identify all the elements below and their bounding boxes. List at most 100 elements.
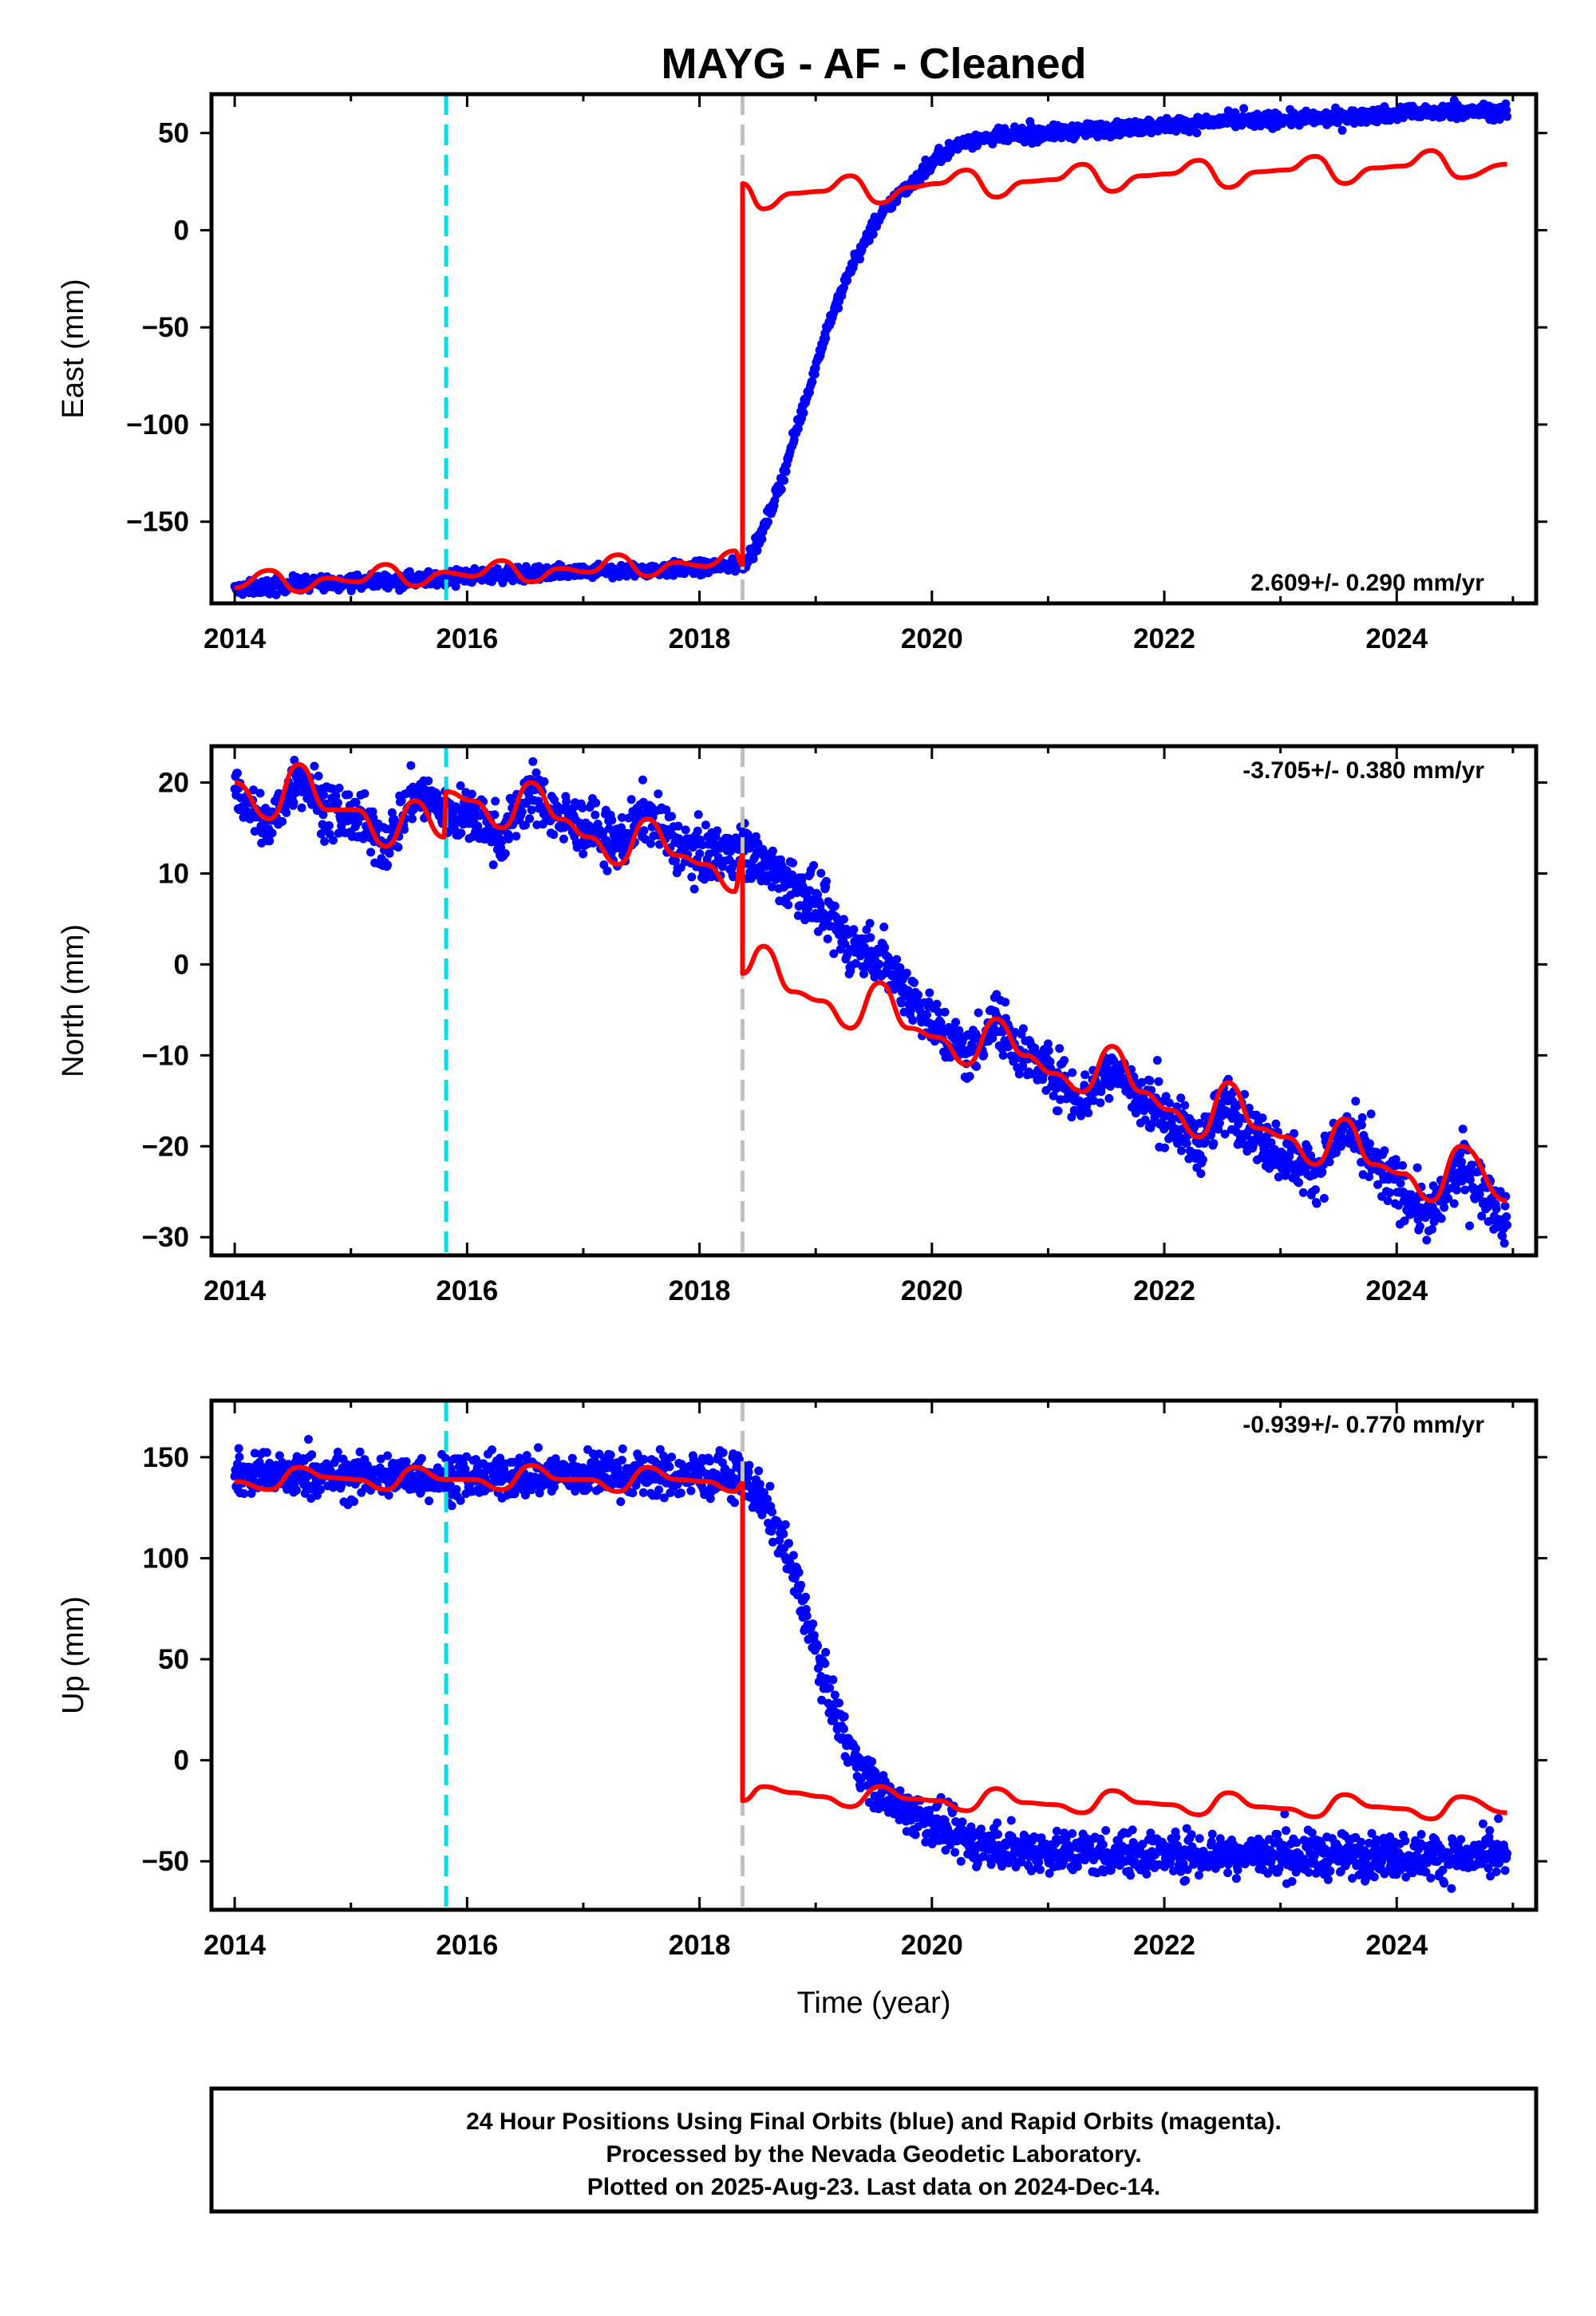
north-data-point <box>1207 1130 1215 1140</box>
north-data-point <box>1014 1069 1024 1079</box>
north-data-point <box>674 821 683 831</box>
north-data-point <box>700 875 709 884</box>
up-data-point <box>291 1485 301 1495</box>
east-y-axis-label: East (mm) <box>57 279 90 418</box>
north-data-point <box>813 890 823 899</box>
up-data-point <box>567 1453 577 1463</box>
y-tick-label: 50 <box>158 118 189 149</box>
east-data-point <box>808 377 817 386</box>
north-data-point <box>1332 1148 1341 1157</box>
north-data-point <box>967 1040 977 1049</box>
north-data-point <box>689 884 699 894</box>
north-data-point <box>1317 1168 1327 1177</box>
up-data-point <box>813 1663 823 1673</box>
north-plot-area <box>230 746 1512 1255</box>
north-data-point <box>1312 1199 1321 1208</box>
north-data-point <box>809 860 819 870</box>
y-tick-label: −50 <box>142 312 189 343</box>
north-data-point <box>1043 1039 1053 1049</box>
north-data-point <box>1106 1081 1115 1091</box>
north-data-point <box>965 1072 974 1081</box>
north-data-point <box>1303 1144 1313 1153</box>
x-tick-label: 2014 <box>203 1275 266 1306</box>
up-data-point <box>829 1715 839 1725</box>
east-data-point <box>764 517 772 527</box>
up-data-point <box>813 1642 823 1651</box>
north-data-point <box>974 1008 983 1018</box>
x-tick-label: 2016 <box>436 1275 498 1306</box>
north-data-point <box>1068 1068 1077 1077</box>
north-data-point <box>626 795 636 804</box>
north-data-point <box>800 915 810 925</box>
up-data-point <box>839 1724 848 1733</box>
north-data-point <box>1258 1113 1267 1123</box>
north-data-point <box>559 834 568 844</box>
north-data-point <box>1271 1119 1281 1128</box>
up-data-point <box>820 1659 830 1668</box>
north-data-point <box>250 827 259 836</box>
up-data-point <box>235 1452 244 1462</box>
up-data-point <box>521 1490 530 1500</box>
up-data-point <box>775 1535 784 1545</box>
up-data-point <box>613 1464 622 1473</box>
north-data-point <box>1176 1093 1186 1103</box>
north-data-point <box>1018 1024 1028 1034</box>
north-data-point <box>792 888 802 898</box>
north-data-point <box>329 836 338 845</box>
north-model-curve <box>234 761 1508 1203</box>
up-data-point <box>757 1510 767 1520</box>
east-data-point <box>1239 104 1249 113</box>
north-data-point <box>768 882 776 891</box>
up-data-point <box>452 1484 461 1494</box>
north-data-point <box>1338 1124 1348 1134</box>
north-data-point <box>788 858 797 868</box>
up-data-point <box>384 1491 393 1500</box>
north-data-point <box>1220 1129 1230 1139</box>
up-data-point <box>638 1488 648 1497</box>
north-data-point <box>849 925 859 935</box>
north-data-point <box>1502 1212 1511 1221</box>
up-data-point <box>802 1611 812 1621</box>
east-model-curve <box>234 148 1507 595</box>
north-data-point <box>1400 1216 1409 1226</box>
up-data-point <box>417 1453 426 1463</box>
up-data-point <box>821 1647 831 1657</box>
y-tick-label: 20 <box>158 768 189 799</box>
up-data-point <box>705 1494 715 1504</box>
north-data-point <box>334 784 344 792</box>
east-data-point <box>821 334 831 343</box>
x-tick-label: 2020 <box>901 623 963 654</box>
y-tick-label: 0 <box>174 215 189 246</box>
y-tick-label: −20 <box>142 1131 189 1162</box>
x-tick-label: 2018 <box>669 623 731 654</box>
up-data-point <box>927 1840 937 1848</box>
north-data-point <box>1357 1113 1367 1122</box>
up-data-point <box>718 1448 728 1457</box>
up-data-point <box>794 1567 804 1577</box>
up-data-point <box>667 1452 677 1462</box>
north-data-point <box>491 796 500 806</box>
up-data-point <box>659 1493 669 1503</box>
north-data-point <box>507 796 516 804</box>
north-data-point <box>517 807 527 816</box>
north-data-point <box>830 901 839 911</box>
north-data-point <box>798 882 808 891</box>
up-data-point <box>234 1444 243 1453</box>
up-data-point <box>765 1481 775 1491</box>
north-data-point <box>1422 1235 1432 1245</box>
up-data-point <box>796 1580 806 1590</box>
up-data-point <box>932 1814 942 1824</box>
east-data-point <box>1503 112 1512 121</box>
north-data-point <box>1412 1163 1422 1172</box>
north-data-point <box>1167 1115 1177 1124</box>
north-data-point <box>1500 1201 1510 1211</box>
north-data-point <box>233 769 242 778</box>
north-data-point <box>400 824 409 834</box>
north-data-point <box>805 886 814 895</box>
up-data-point <box>247 1488 256 1498</box>
north-data-point <box>584 821 594 831</box>
north-data-point <box>687 872 697 882</box>
north-data-point <box>776 870 785 879</box>
up-data-point <box>362 1460 372 1470</box>
